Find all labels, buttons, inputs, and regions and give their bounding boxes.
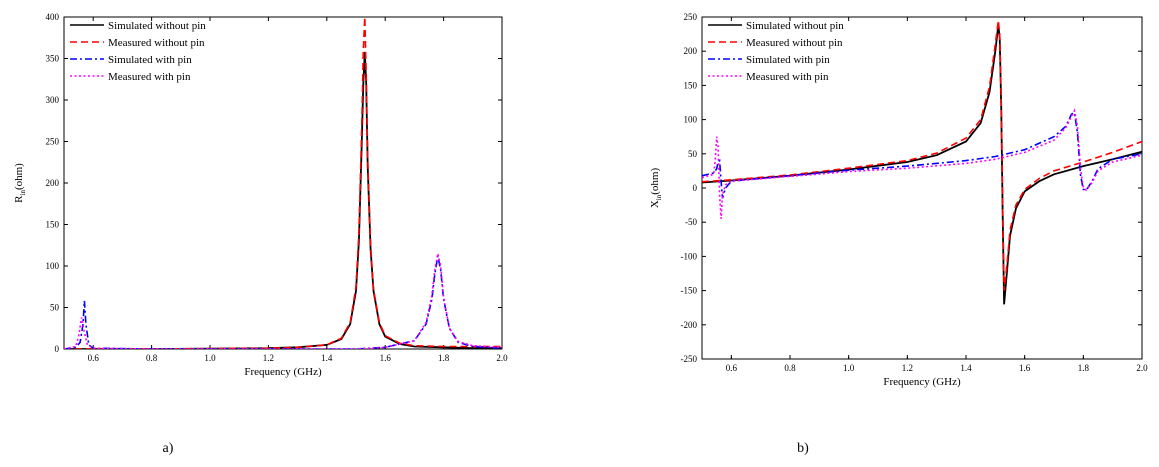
y-axis-label: Rin(ohm) [13, 163, 27, 203]
legend-label: Simulated without pin [108, 20, 206, 32]
panel-caption: a) [163, 441, 174, 456]
series-line-sim-no-pin [64, 51, 502, 349]
legend-label: Simulated without pin [746, 20, 844, 32]
x-tick-label: 0.6 [726, 363, 738, 373]
chart-panel-a: 0.6 0.8 1.0 1.2 1.4 1.6 1.8 2.0 0 50 100 150 200 250 3… [13, 12, 508, 456]
x-tick-label: 1.8 [438, 353, 450, 363]
x-axis-label: Frequency (GHz) [244, 366, 322, 378]
legend: Simulated without pin Measured without pi… [708, 20, 844, 83]
y-axis-label-unit: (ohm) [649, 168, 661, 195]
x-axis-label: Frequency (GHz) [883, 376, 961, 388]
panel-caption: b) [797, 441, 809, 456]
y-tick-label: -150 [681, 286, 698, 296]
y-tick-label: -50 [685, 217, 697, 227]
y-axis-label-unit: (ohm) [13, 163, 25, 190]
plot-frame [701, 16, 1143, 360]
y-tick-label: 200 [684, 46, 698, 56]
x-tick-label: 1.6 [1019, 363, 1031, 373]
series-line-sim-pin [702, 111, 1142, 199]
x-tick-label: 1.0 [843, 363, 855, 373]
y-tick-label: -100 [681, 251, 698, 261]
y-tick-label: 300 [46, 95, 60, 105]
y-tick-label: 50 [50, 303, 60, 313]
plot-area [64, 17, 502, 349]
y-tick-label: 100 [46, 261, 60, 271]
y-tick-label: 0 [55, 344, 60, 354]
legend-label: Measured without pin [108, 37, 205, 49]
y-tick-label: -200 [681, 320, 698, 330]
legend-label: Measured with pin [746, 71, 829, 83]
y-tick-label: -250 [681, 354, 698, 364]
y-tick-label: 50 [688, 149, 698, 159]
x-tick-label: 1.0 [204, 353, 216, 363]
series-line-meas-pin [64, 253, 502, 349]
legend-label: Measured without pin [746, 37, 843, 49]
y-tick-label: 250 [46, 137, 60, 147]
y-axis-label-main: X [649, 200, 661, 208]
x-tick-label: 1.2 [263, 353, 274, 363]
legend: Simulated without pin Measured without pi… [70, 20, 206, 83]
plot-area [702, 20, 1142, 305]
y-tick-label: 100 [684, 115, 698, 125]
x-tick-label: 1.8 [1078, 363, 1090, 373]
plot-frame [63, 16, 503, 350]
x-tick-label: 2.0 [496, 353, 508, 363]
y-tick-label: 0 [693, 183, 698, 193]
series-line-meas-no-pin [702, 20, 1142, 291]
chart-panel-b: 0.6 0.8 1.0 1.2 1.4 1.6 1.8 2.0 -250 -200 -150 -100… [649, 12, 1148, 456]
x-tick-label: 0.6 [88, 353, 100, 363]
x-tick-label: 1.6 [380, 353, 392, 363]
y-tick-label: 250 [684, 12, 698, 22]
x-tick-label: 0.8 [784, 363, 796, 373]
legend-label: Measured with pin [108, 71, 191, 83]
y-axis-label-main: R [13, 195, 25, 203]
x-tick-label: 2.0 [1136, 363, 1148, 373]
y-axis-label-sub: in [19, 190, 27, 196]
x-tick-label: 0.8 [146, 353, 158, 363]
legend-label: Simulated with pin [108, 54, 192, 66]
y-axis-label-sub: in [655, 194, 663, 200]
y-tick-label: 150 [46, 220, 60, 230]
x-tick-label: 1.4 [321, 353, 333, 363]
y-axis-label: Xin(ohm) [649, 168, 663, 209]
series-line-meas-no-pin [64, 17, 502, 349]
series-line-meas-pin [702, 108, 1142, 219]
y-tick-label: 350 [46, 54, 60, 64]
y-tick-label: 150 [684, 80, 698, 90]
series-line-sim-pin [64, 255, 502, 349]
y-tick-label: 200 [46, 178, 60, 188]
legend-label: Simulated with pin [746, 54, 830, 66]
x-tick-label: 1.2 [902, 363, 913, 373]
y-tick-label: 400 [46, 12, 60, 22]
x-tick-label: 1.4 [960, 363, 972, 373]
